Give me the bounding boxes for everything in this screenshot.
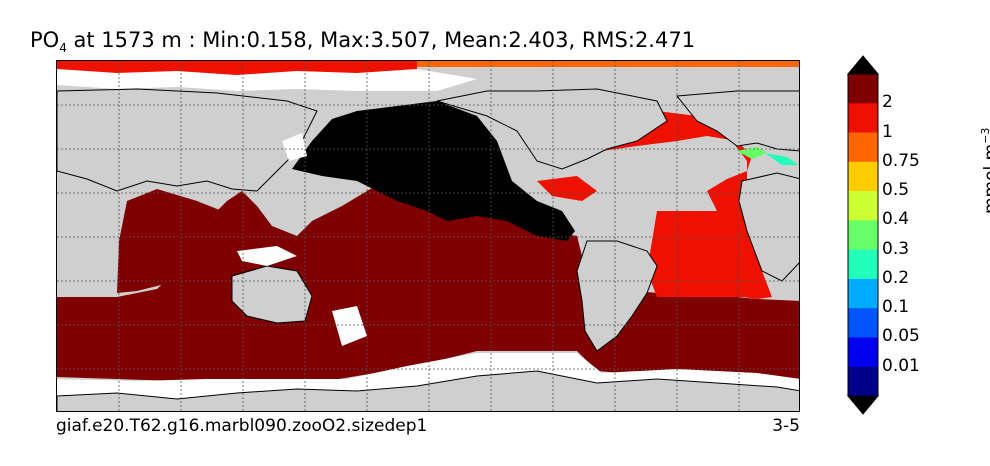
colorbar-tick-label: 2 bbox=[882, 92, 893, 113]
colorbar-segment bbox=[848, 74, 878, 104]
gridlines bbox=[57, 61, 799, 411]
arctic-white bbox=[57, 69, 477, 91]
colorbar-tick-label: 0.75 bbox=[882, 150, 920, 171]
colorbar-segment bbox=[848, 161, 878, 192]
colorbar-segment bbox=[848, 308, 878, 338]
mediterranean-cyan bbox=[765, 153, 799, 165]
title-variable: PO bbox=[30, 28, 60, 52]
colorbar-under-triangle bbox=[846, 395, 880, 415]
europe-land bbox=[676, 90, 799, 152]
north-america-land bbox=[436, 88, 668, 170]
colorbar-tick-label: 0.01 bbox=[882, 355, 920, 376]
nz-white bbox=[332, 306, 367, 346]
colorbar-frame bbox=[847, 73, 879, 397]
south-america-land bbox=[576, 240, 658, 352]
indonesia-white bbox=[237, 246, 297, 266]
colorbar-segment bbox=[848, 220, 878, 251]
antarctica-land bbox=[57, 370, 799, 411]
mediterranean-green bbox=[737, 147, 767, 159]
title-variable-subscript: 4 bbox=[59, 41, 67, 56]
units-text: mmol m bbox=[980, 144, 990, 215]
colorbar-units: mmol m−3 bbox=[979, 111, 990, 231]
colorbar-tick-label: 0.2 bbox=[882, 267, 910, 288]
colorbar-segment bbox=[848, 191, 878, 221]
colorbar-segment bbox=[848, 103, 878, 134]
caribbean-red bbox=[537, 176, 597, 201]
colorbar-segment bbox=[848, 249, 878, 280]
colorbar-tick-label: 0.4 bbox=[882, 209, 910, 230]
title-stats: at 1573 m : Min:0.158, Max:3.507, Mean:2… bbox=[66, 28, 696, 52]
arctic-orange bbox=[57, 61, 799, 67]
map-title: PO4 at 1573 m : Min:0.158, Max:3.507, Me… bbox=[30, 28, 695, 55]
colorbar-tick-label: 0.3 bbox=[882, 238, 910, 259]
colorbar-tick-label: 0.1 bbox=[882, 297, 910, 318]
colorbar-tick-label: 1 bbox=[882, 121, 893, 142]
map-panel bbox=[56, 60, 800, 412]
colorbar-tick-label: 0.5 bbox=[882, 180, 910, 201]
units-exponent: −3 bbox=[979, 127, 990, 144]
colorbar-tick-label: 0.05 bbox=[882, 326, 920, 347]
map-canvas bbox=[57, 61, 799, 411]
atlantic-red-south bbox=[647, 211, 767, 297]
colorbar-segment bbox=[848, 337, 878, 368]
colorbar bbox=[846, 55, 880, 415]
north-pacific-black bbox=[292, 101, 575, 241]
japan-white bbox=[282, 133, 307, 161]
case-name: giaf.e20.T62.g16.marbl090.zooO2.sizedep1 bbox=[56, 416, 428, 436]
indian-ocean bbox=[117, 189, 222, 293]
asia-land bbox=[57, 88, 318, 192]
colorbar-segment bbox=[848, 366, 878, 397]
year-range: 3-5 bbox=[772, 416, 800, 436]
colorbar-segment bbox=[848, 132, 878, 163]
colorbar-segment bbox=[848, 278, 878, 309]
colorbar-over-triangle bbox=[846, 55, 880, 75]
